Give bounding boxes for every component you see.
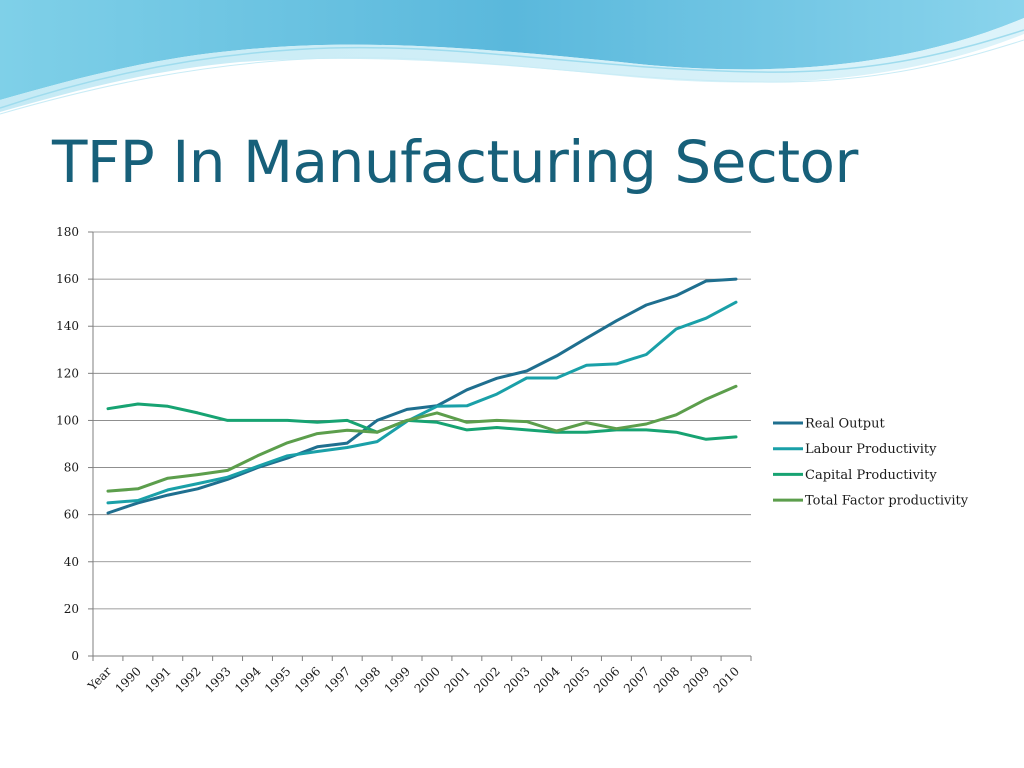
x-tick-label: 1998 [352,664,383,695]
x-tick-label: 2004 [531,664,563,696]
series-lines [106,277,738,515]
y-axis-ticks: 0 20 40 60 80 100 120 140 160 180 [56,225,79,663]
chart-axes [88,231,752,661]
legend-label: Labour Productivity [805,442,937,457]
x-tick-label: 2009 [681,664,712,695]
y-tick-label: 60 [64,508,79,522]
legend-label: Capital Productivity [805,468,937,483]
x-tick-label: 2006 [591,664,622,695]
x-axis-ticks: Year199019911992199319941995199619971998… [84,664,742,696]
x-tick-label: 1999 [382,664,413,695]
x-tick-label: 2002 [471,664,502,695]
x-tick-label: 1993 [202,664,233,695]
y-tick-label: 80 [64,461,79,475]
x-tick-label: 2005 [561,664,592,695]
x-tick-label: 1991 [142,664,173,695]
gridlines [93,231,751,610]
y-tick-label: 140 [56,319,79,333]
y-tick-label: 100 [56,413,79,427]
y-tick-label: 180 [56,225,79,239]
y-tick-label: 0 [71,649,79,663]
series-line-1 [106,277,738,515]
legend-label: Real Output [805,417,885,432]
x-tick-label: 2007 [621,664,652,695]
x-tick-label: 2001 [441,664,472,695]
x-tick-label: 2010 [711,664,742,695]
page-title: TFP In Manufacturing Sector [52,128,858,196]
x-tick-label: 1990 [112,664,143,695]
x-tick-label: Year [84,664,114,694]
series-line-4 [106,384,738,493]
legend-label: Total Factor productivity [805,494,969,509]
y-tick-label: 40 [64,555,79,569]
series-line-2 [106,300,738,505]
x-tick-label: 1995 [262,664,293,695]
chart-legend: Real Output Labour Productivity Capital Pr… [773,417,969,509]
y-tick-label: 160 [56,272,79,286]
x-tick-label: 1996 [292,664,323,695]
x-tick-label: 2000 [412,664,443,695]
y-tick-label: 120 [56,366,79,380]
header-wave-decoration [0,0,1024,115]
x-tick-label: 1994 [232,664,264,696]
x-tick-label: 2003 [501,664,532,695]
x-tick-label: 1992 [172,664,203,695]
y-tick-label: 20 [64,602,79,616]
x-tick-label: 2008 [651,664,682,695]
x-tick-label: 1997 [322,664,353,695]
series-line-3 [106,402,738,441]
